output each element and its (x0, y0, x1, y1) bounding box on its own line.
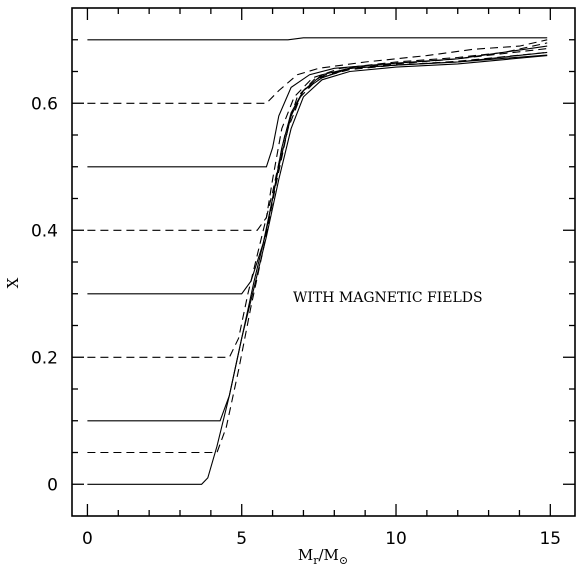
series-line-7 (87, 54, 548, 422)
x-tick-label: 0 (82, 529, 93, 549)
y-tick-label: 0.6 (31, 94, 58, 114)
series-line-3 (87, 45, 548, 168)
svg-text:Mr/M⊙: Mr/M⊙ (298, 546, 348, 567)
series-line-4 (87, 42, 548, 231)
y-tick-label: 0.2 (31, 348, 58, 368)
annotation-with-magnetic-fields: WITH MAGNETIC FIELDS (293, 290, 483, 306)
y-axis-label: X (4, 277, 22, 288)
series-line-2 (87, 39, 548, 104)
x-tick-label: 15 (539, 529, 561, 549)
axis-tick-labels: 0 5 10 15 0 0.2 0.4 0.6 (31, 94, 561, 549)
y-tick-label: 0 (47, 475, 58, 495)
x-axis-label: Mr/M⊙ (298, 546, 348, 567)
series-line-5 (87, 51, 548, 295)
plot-frame (71, 7, 576, 517)
series-group (87, 37, 548, 485)
series-line-1 (87, 37, 548, 41)
series-line-9 (87, 55, 548, 485)
axis-ticks (72, 8, 575, 516)
series-line-6 (87, 48, 548, 358)
series-line-8 (87, 51, 548, 454)
x-tick-label: 10 (385, 529, 407, 549)
y-tick-label: 0.4 (31, 221, 58, 241)
x-tick-label: 5 (236, 529, 247, 549)
